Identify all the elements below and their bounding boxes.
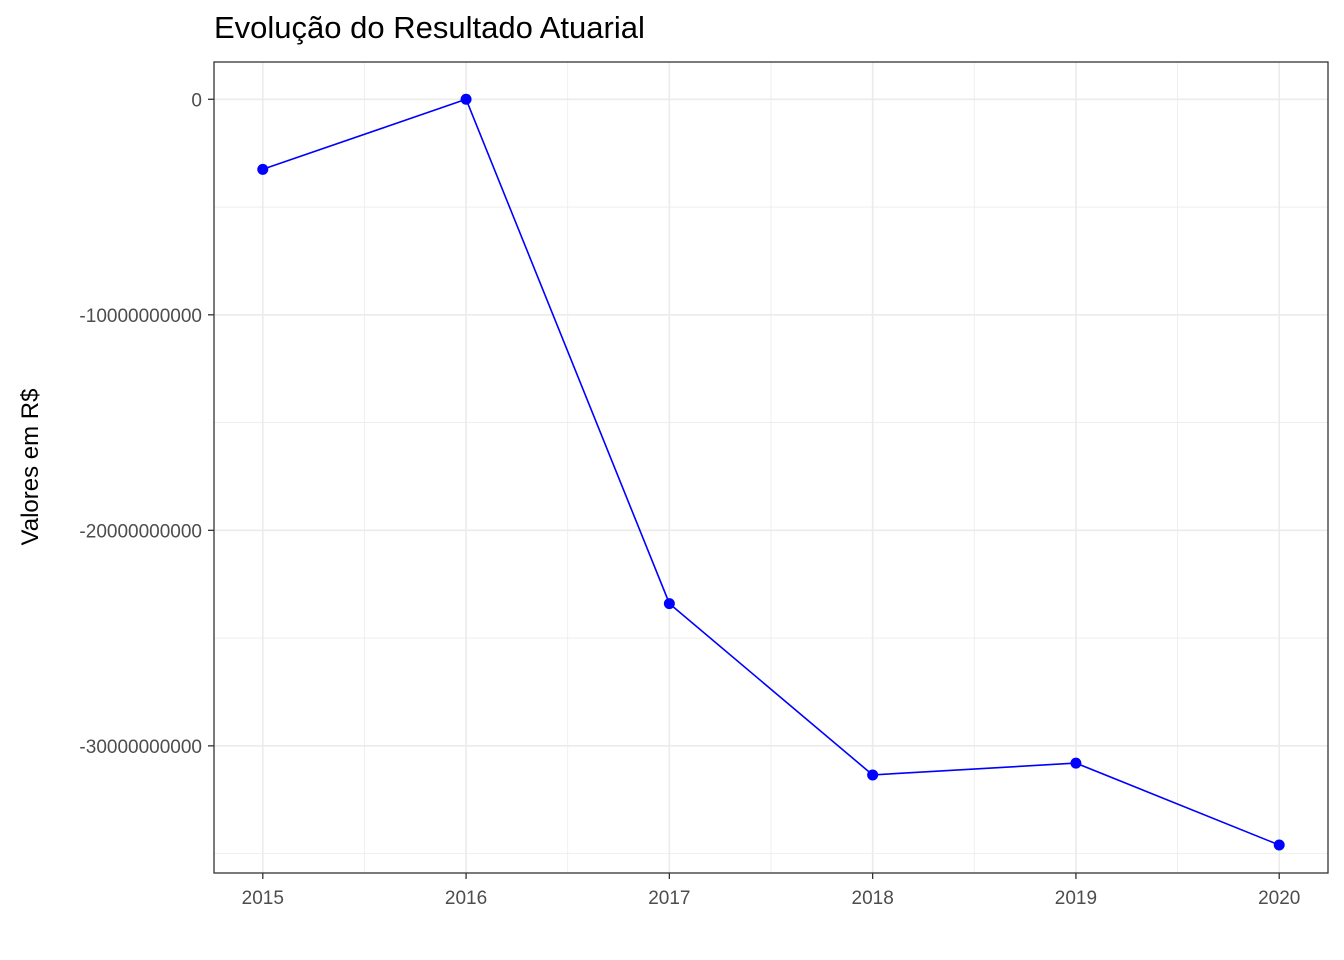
- y-axis-ticks: 0 -10000000000 -20000000000 -30000000000: [79, 90, 214, 758]
- y-axis-title: Valores em R$: [17, 389, 44, 546]
- x-tick-label: 2020: [1258, 888, 1300, 909]
- chart-title: Evolução do Resultado Atuarial: [214, 10, 645, 45]
- major-gridlines: [214, 62, 1328, 873]
- x-axis-ticks: 2015 2016 2017 2018 2019 2020: [242, 873, 1300, 909]
- y-tick-label: -20000000000: [79, 521, 202, 542]
- y-tick-label: -10000000000: [79, 306, 202, 327]
- series-line: [262, 98, 1280, 846]
- series-layer: [257, 93, 1285, 851]
- x-tick-label: 2018: [852, 888, 894, 909]
- y-tick-label: 0: [191, 90, 202, 111]
- data-point-2019: [1070, 757, 1082, 769]
- plot-border: [213, 61, 1329, 874]
- x-tick-label: 2017: [648, 888, 690, 909]
- x-tick-label: 2015: [242, 888, 284, 909]
- x-tick-label: 2016: [445, 888, 487, 909]
- minor-gridlines: [214, 62, 1328, 873]
- data-point-2015: [257, 163, 269, 175]
- data-point-2018: [867, 769, 879, 781]
- y-tick-label: -30000000000: [79, 737, 202, 758]
- data-point-2017: [663, 598, 675, 610]
- data-point-2016: [460, 93, 472, 105]
- x-tick-label: 2019: [1055, 888, 1097, 909]
- data-point-2020: [1273, 839, 1285, 851]
